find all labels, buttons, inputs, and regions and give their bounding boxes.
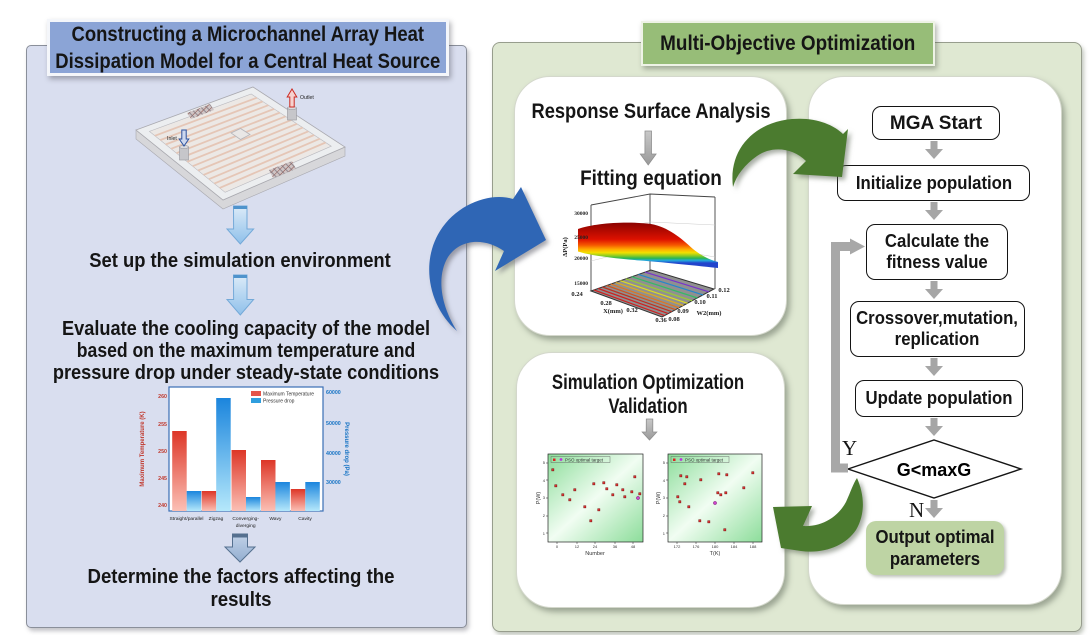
svg-text:240: 240 <box>158 503 167 509</box>
svg-text:0.32: 0.32 <box>626 307 637 314</box>
svg-text:Zigzag: Zigzag <box>209 516 224 522</box>
svg-text:260: 260 <box>158 394 167 400</box>
svg-text:188: 188 <box>750 544 757 549</box>
svg-text:48: 48 <box>631 544 636 549</box>
svg-text:Pressure drop: Pressure drop <box>263 399 295 405</box>
svg-text:Number: Number <box>585 551 605 557</box>
svg-text:G<maxG: G<maxG <box>897 460 972 480</box>
svg-text:diverging: diverging <box>236 523 256 529</box>
svg-text:0.12: 0.12 <box>718 287 729 294</box>
svg-text:176: 176 <box>693 544 700 549</box>
svg-text:Converging-: Converging- <box>232 516 259 522</box>
svg-text:ΔP(Pa): ΔP(Pa) <box>562 237 569 257</box>
svg-text:15000: 15000 <box>574 281 588 287</box>
svg-text:4: 4 <box>543 478 546 483</box>
svg-text:1: 1 <box>663 531 666 536</box>
svg-text:0: 0 <box>556 544 559 549</box>
svg-text:PSO optimal target: PSO optimal target <box>565 458 604 463</box>
svg-text:0.11: 0.11 <box>706 293 717 300</box>
svg-text:X(mm): X(mm) <box>603 308 623 315</box>
svg-text:5: 5 <box>663 460 666 465</box>
svg-text:Maximum Temperature: Maximum Temperature <box>263 392 314 398</box>
svg-text:Straight/parallel: Straight/parallel <box>170 516 204 522</box>
svg-text:20000: 20000 <box>574 256 588 262</box>
svg-text:40000: 40000 <box>326 451 341 457</box>
svg-text:3: 3 <box>663 495 666 500</box>
svg-text:50000: 50000 <box>326 421 341 427</box>
svg-text:172: 172 <box>674 544 681 549</box>
svg-text:0.08: 0.08 <box>668 316 680 323</box>
svg-text:P(W): P(W) <box>536 492 542 505</box>
svg-text:4: 4 <box>663 478 666 483</box>
svg-text:30000: 30000 <box>326 480 341 486</box>
svg-text:36: 36 <box>613 544 618 549</box>
svg-text:PSO optimal target: PSO optimal target <box>685 458 724 463</box>
svg-text:24: 24 <box>593 544 598 549</box>
svg-text:Inlet: Inlet <box>167 136 177 142</box>
svg-text:245: 245 <box>158 476 167 482</box>
svg-text:0.36: 0.36 <box>655 317 667 324</box>
svg-text:0.10: 0.10 <box>694 299 705 306</box>
svg-text:W2(mm): W2(mm) <box>697 310 722 317</box>
svg-text:Maximum Temperature (K): Maximum Temperature (K) <box>140 411 146 486</box>
svg-text:30000: 30000 <box>574 211 588 217</box>
svg-text:5: 5 <box>543 460 546 465</box>
svg-text:0.24: 0.24 <box>571 291 583 298</box>
svg-text:255: 255 <box>158 422 167 428</box>
svg-text:Pressure drop (Pa): Pressure drop (Pa) <box>343 422 349 476</box>
svg-text:T(K): T(K) <box>710 551 721 557</box>
svg-text:P(W): P(W) <box>656 492 662 505</box>
svg-text:Wavy: Wavy <box>269 516 282 522</box>
svg-text:Outlet: Outlet <box>300 95 314 101</box>
svg-text:0.28: 0.28 <box>600 300 612 307</box>
svg-text:2: 2 <box>543 513 546 518</box>
svg-text:Cavity: Cavity <box>298 516 312 522</box>
svg-text:3: 3 <box>543 495 546 500</box>
svg-text:180: 180 <box>712 544 719 549</box>
svg-text:2: 2 <box>663 513 666 518</box>
svg-text:25000: 25000 <box>574 235 588 241</box>
svg-text:0.09: 0.09 <box>677 308 689 315</box>
svg-text:60000: 60000 <box>326 390 341 396</box>
svg-text:12: 12 <box>575 544 580 549</box>
svg-text:250: 250 <box>158 449 167 455</box>
svg-text:1: 1 <box>543 531 546 536</box>
svg-text:184: 184 <box>731 544 738 549</box>
